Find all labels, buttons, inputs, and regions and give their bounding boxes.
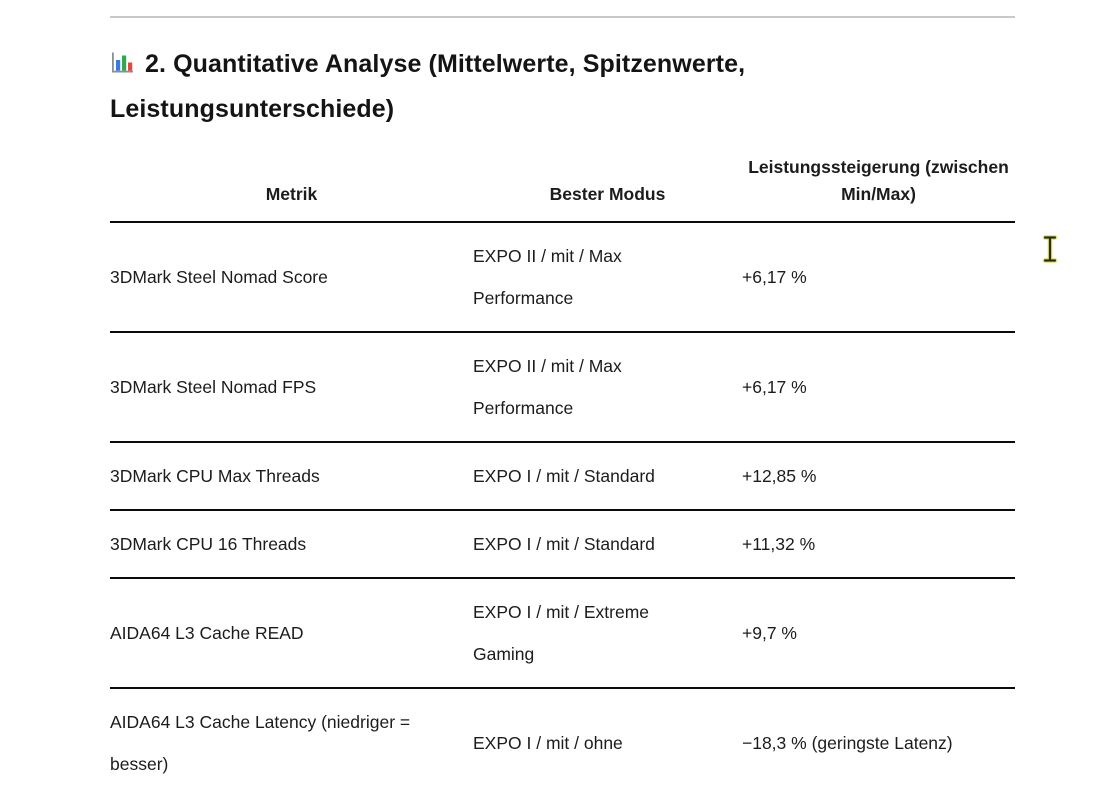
results-table: Metrik Bester Modus Leistungssteigerung … [110, 150, 1015, 797]
cell-bester-modus: EXPO I / mit / Extreme Gaming [473, 578, 742, 689]
cell-metrik: 3DMark CPU Max Threads [110, 442, 473, 511]
cell-leistungssteigerung: +6,17 % [742, 332, 1015, 443]
cell-metrik: 3DMark Steel Nomad Score [110, 222, 473, 333]
table-row: 3DMark CPU 16 Threads EXPO I / mit / Sta… [110, 510, 1015, 579]
table-row: 3DMark CPU Max Threads EXPO I / mit / St… [110, 442, 1015, 511]
cell-bester-modus: EXPO II / mit / Max Performance [473, 332, 742, 443]
table-row: AIDA64 L3 Cache READ EXPO I / mit / Extr… [110, 578, 1015, 689]
table-header-row: Metrik Bester Modus Leistungssteigerung … [110, 150, 1015, 223]
cell-bester-modus: EXPO I / mit / Standard [473, 510, 742, 579]
column-header-leistungssteigerung: Leistungssteigerung (zwischen Min/Max) [742, 150, 1015, 223]
cell-leistungssteigerung: +6,17 % [742, 222, 1015, 333]
text-cursor-icon [1041, 235, 1059, 263]
cell-metrik: AIDA64 L3 Cache READ [110, 578, 473, 689]
table-row: 3DMark Steel Nomad Score EXPO II / mit /… [110, 222, 1015, 333]
cell-leistungssteigerung: +11,32 % [742, 510, 1015, 579]
section-heading: 2. Quantitative Analyse (Mittelwerte, Sp… [110, 42, 995, 132]
bar-chart-icon [110, 45, 135, 73]
cell-metrik: 3DMark CPU 16 Threads [110, 510, 473, 579]
cell-bester-modus: EXPO I / mit / ohne [473, 733, 623, 753]
cell-leistungssteigerung: +9,7 % [742, 578, 1015, 689]
cell-leistungssteigerung: −18,3 % (geringste Latenz) [742, 733, 953, 753]
cell-metrik: 3DMark Steel Nomad FPS [110, 332, 473, 443]
column-header-bester-modus: Bester Modus [473, 150, 742, 223]
column-header-metrik: Metrik [110, 150, 473, 223]
cell-bester-modus: EXPO I / mit / Standard [473, 442, 742, 511]
section-divider [110, 16, 1015, 18]
table-row: AIDA64 L3 Cache Latency (niedriger = bes… [110, 688, 1015, 797]
section-heading-text: 2. Quantitative Analyse (Mittelwerte, Sp… [110, 50, 746, 123]
cell-bester-modus: EXPO II / mit / Max Performance [473, 222, 742, 333]
table-row: 3DMark Steel Nomad FPS EXPO II / mit / M… [110, 332, 1015, 443]
cell-leistungssteigerung: +12,85 % [742, 442, 1015, 511]
cell-metrik: AIDA64 L3 Cache Latency (niedriger = bes… [110, 712, 411, 774]
